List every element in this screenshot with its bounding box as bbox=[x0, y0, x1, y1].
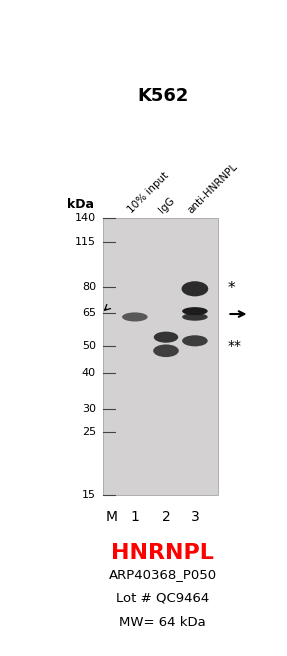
Text: 50: 50 bbox=[82, 340, 96, 351]
Ellipse shape bbox=[182, 313, 208, 321]
Text: 115: 115 bbox=[75, 237, 96, 247]
Text: 140: 140 bbox=[75, 213, 96, 222]
Text: 15: 15 bbox=[82, 491, 96, 501]
Text: kDa: kDa bbox=[67, 199, 94, 211]
Text: MW= 64 kDa: MW= 64 kDa bbox=[119, 616, 206, 629]
Text: 65: 65 bbox=[82, 308, 96, 318]
Text: anti-HNRNPL: anti-HNRNPL bbox=[186, 161, 240, 215]
Text: *: * bbox=[227, 281, 235, 297]
Text: M: M bbox=[106, 510, 117, 523]
Ellipse shape bbox=[182, 307, 208, 315]
Text: ARP40368_P050: ARP40368_P050 bbox=[108, 567, 217, 581]
Text: 1: 1 bbox=[130, 510, 139, 523]
Ellipse shape bbox=[182, 281, 208, 297]
Text: 80: 80 bbox=[82, 282, 96, 292]
Text: 40: 40 bbox=[82, 369, 96, 379]
Text: Lot # QC9464: Lot # QC9464 bbox=[116, 592, 209, 605]
Bar bbox=[103, 218, 218, 495]
Ellipse shape bbox=[154, 332, 178, 342]
Text: 25: 25 bbox=[82, 427, 96, 437]
Text: **: ** bbox=[227, 338, 241, 353]
Text: K562: K562 bbox=[137, 87, 188, 106]
Text: 10% input: 10% input bbox=[125, 171, 170, 215]
Ellipse shape bbox=[153, 344, 179, 357]
Text: IgG: IgG bbox=[157, 195, 176, 215]
Ellipse shape bbox=[122, 312, 148, 321]
Text: 3: 3 bbox=[191, 510, 199, 523]
Text: HNRNPL: HNRNPL bbox=[111, 543, 214, 564]
Text: 2: 2 bbox=[162, 510, 170, 523]
Ellipse shape bbox=[182, 335, 208, 346]
Text: 30: 30 bbox=[82, 404, 96, 414]
